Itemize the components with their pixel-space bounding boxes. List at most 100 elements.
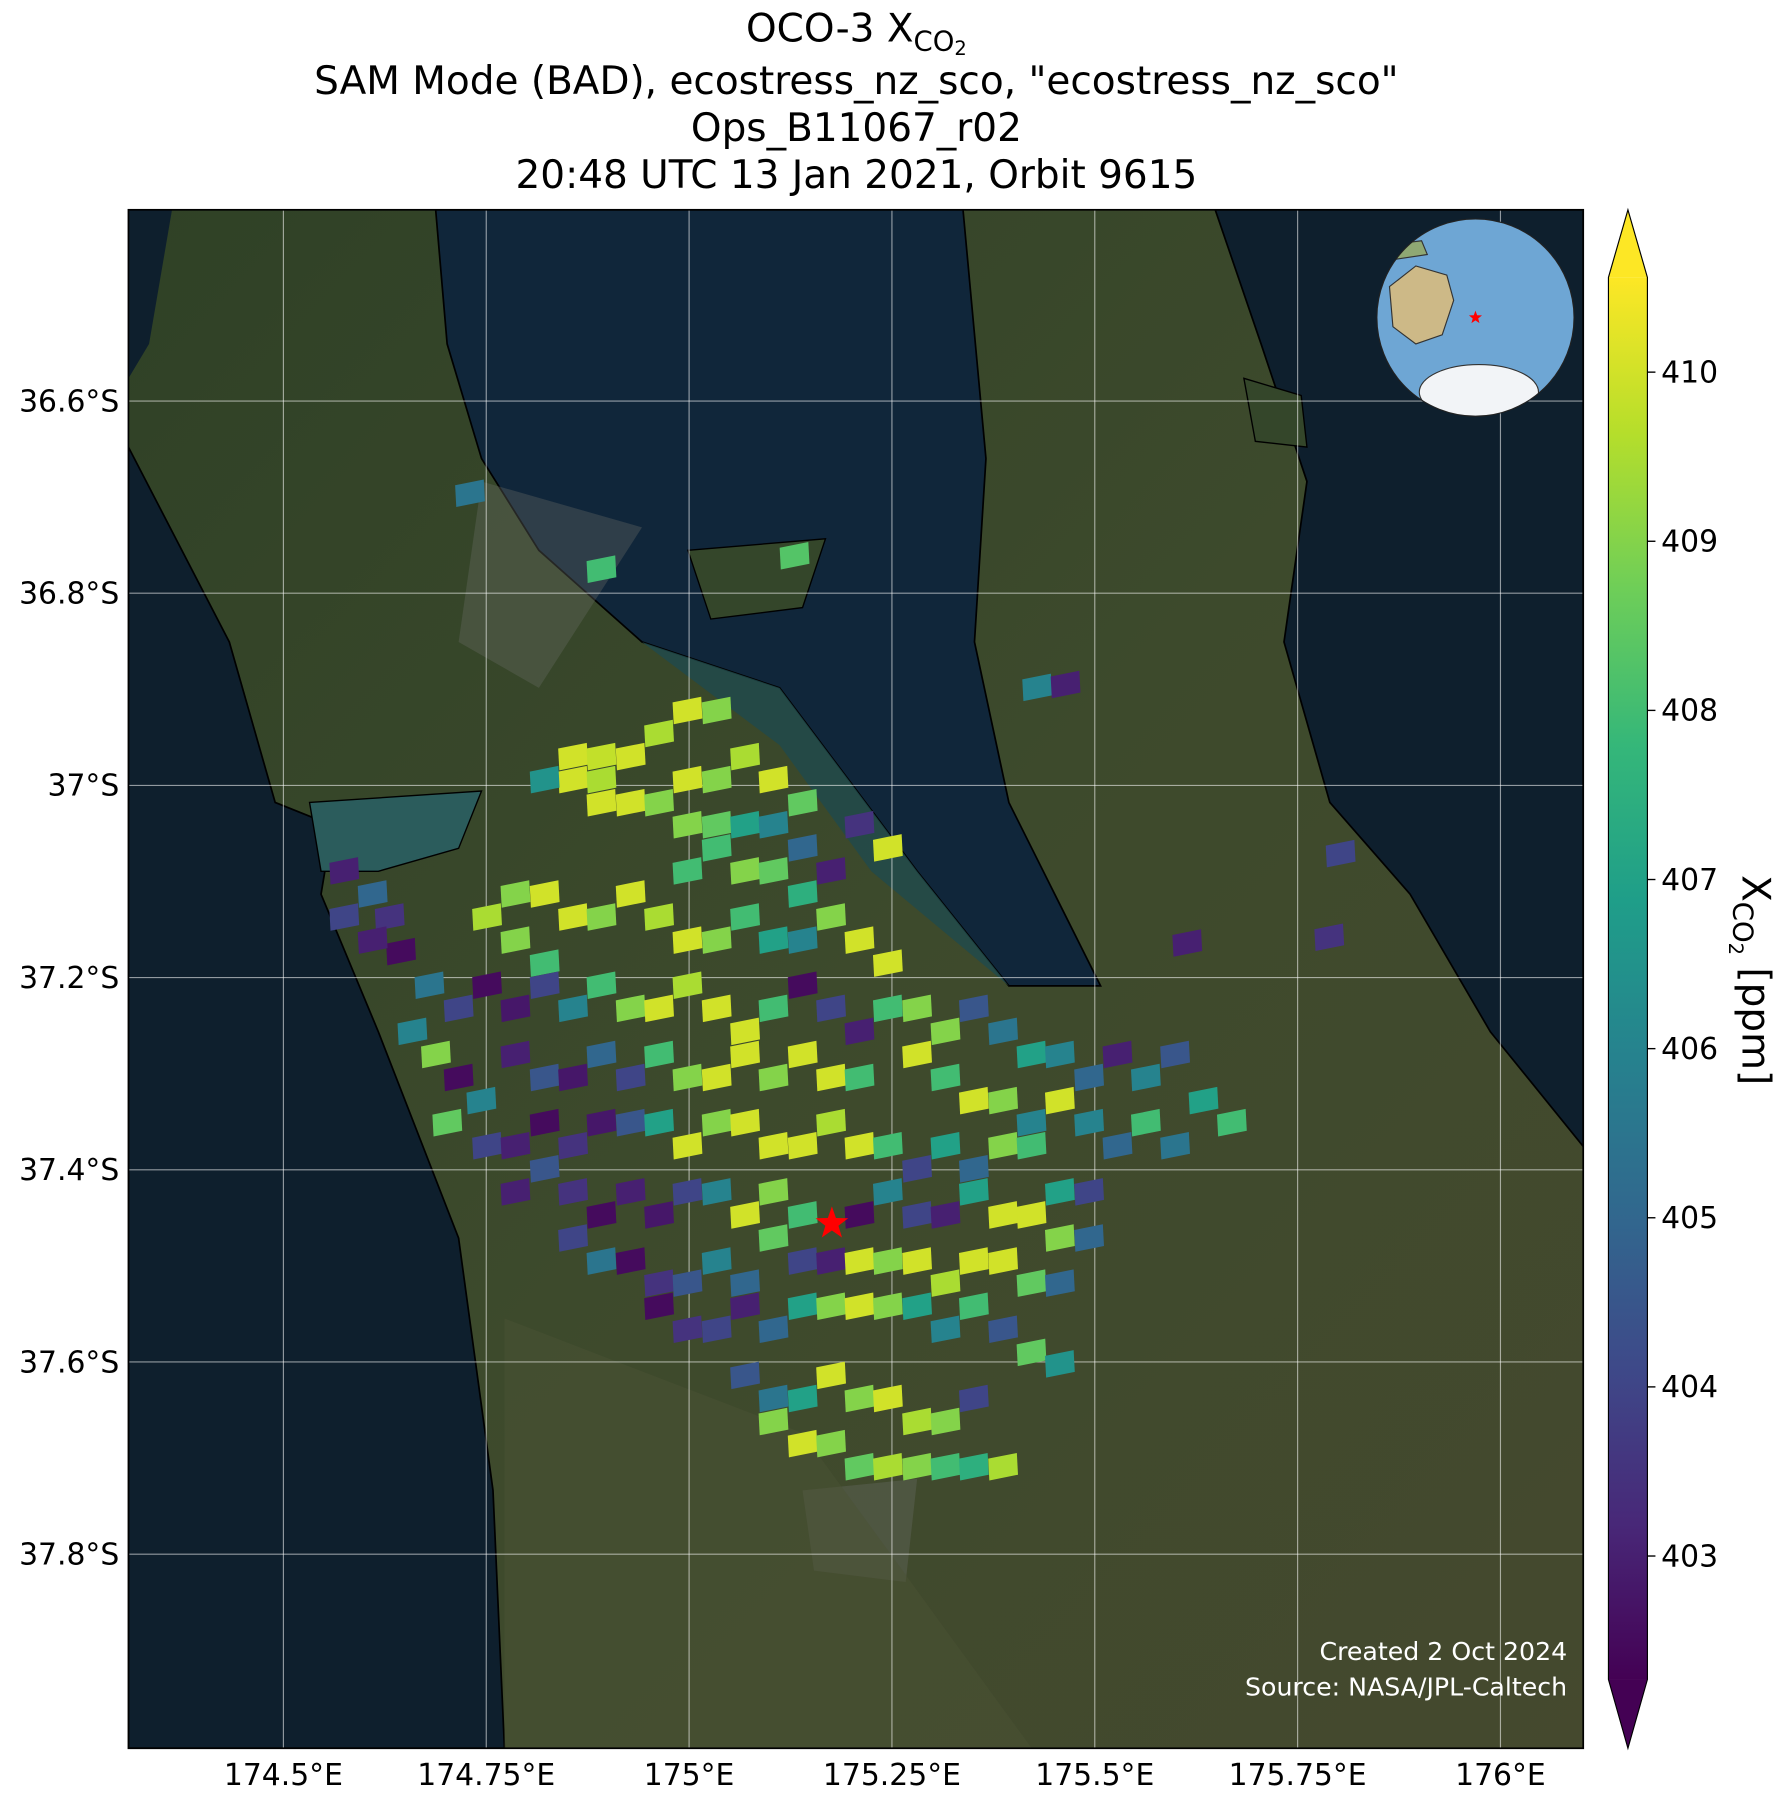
sounding xyxy=(672,926,703,954)
sounding xyxy=(500,1131,531,1160)
sounding xyxy=(644,903,674,931)
sounding xyxy=(930,1063,961,1092)
y-tick-label: 36.8°S xyxy=(19,577,119,612)
sounding xyxy=(758,1224,789,1252)
sounding xyxy=(701,696,732,725)
sounding xyxy=(902,1452,932,1481)
title-subsub: 2 xyxy=(954,37,966,60)
sounding xyxy=(374,903,405,931)
x-tick-label: 176°E xyxy=(1455,1758,1546,1793)
sounding xyxy=(787,1201,818,1229)
sounding xyxy=(1074,1178,1104,1206)
sounding xyxy=(730,1292,760,1320)
colorbar-tick-label: 407 xyxy=(1661,863,1718,898)
sounding xyxy=(902,994,932,1023)
sounding xyxy=(902,1292,932,1320)
sounding xyxy=(930,1131,961,1160)
sounding xyxy=(529,765,560,794)
sounding xyxy=(816,1292,846,1320)
sounding xyxy=(615,994,646,1023)
map-frame xyxy=(127,208,1585,1750)
sounding xyxy=(758,857,789,885)
x-tick-label: 175°E xyxy=(644,1758,735,1793)
sounding xyxy=(730,811,760,839)
title-sub: CO xyxy=(914,25,955,57)
colorbar-tick-label: 409 xyxy=(1661,525,1718,560)
sounding xyxy=(357,926,388,954)
sounding xyxy=(872,834,903,862)
sounding xyxy=(644,1040,674,1069)
sounding xyxy=(1016,1269,1047,1297)
sounding xyxy=(1314,923,1345,951)
sounding xyxy=(816,1063,846,1092)
sounding xyxy=(397,1017,428,1046)
sounding xyxy=(988,1131,1018,1160)
sounding xyxy=(1016,1040,1047,1069)
colorbar-label-sub: CO xyxy=(1726,902,1758,943)
sounding xyxy=(730,1017,760,1046)
y-tick-label: 37.8°S xyxy=(19,1537,119,1572)
sounding xyxy=(586,903,617,931)
sounding xyxy=(357,880,388,908)
sounding xyxy=(902,1201,932,1229)
sounding xyxy=(586,1108,617,1137)
sounding xyxy=(958,1178,989,1206)
sounding xyxy=(787,880,818,908)
sounding xyxy=(701,994,732,1023)
colorbar-tick-label: 405 xyxy=(1661,1201,1718,1236)
sounding xyxy=(958,1384,989,1413)
subtitle-line: Ops_B11067_r02 xyxy=(691,106,1022,151)
sounding xyxy=(672,696,703,725)
sounding xyxy=(443,1063,474,1092)
sounding xyxy=(558,994,588,1023)
y-tick-label: 37.6°S xyxy=(19,1345,119,1380)
sounding xyxy=(988,1017,1018,1046)
sounding xyxy=(930,1201,961,1229)
tasman-sea xyxy=(128,446,506,1749)
sounding xyxy=(500,880,531,908)
urban-area xyxy=(458,481,643,688)
footnote: Source: NASA/JPL-Caltech xyxy=(1245,1673,1567,1702)
colorbar-label: XCO2 [ppm] xyxy=(1724,875,1777,1085)
title-main: OCO-3 X xyxy=(746,6,914,51)
sounding xyxy=(472,903,502,931)
sounding xyxy=(1016,1108,1047,1137)
sounding xyxy=(1130,1108,1161,1137)
sounding xyxy=(529,880,560,908)
sounding xyxy=(1044,1350,1075,1378)
sounding xyxy=(644,719,674,748)
sounding xyxy=(500,1178,531,1206)
sounding xyxy=(529,1108,560,1137)
soundings xyxy=(329,479,1356,1481)
sounding xyxy=(672,857,703,885)
australia xyxy=(1388,265,1455,345)
sounding xyxy=(529,971,560,1000)
sounding xyxy=(500,1040,531,1069)
sounding xyxy=(958,1452,989,1481)
sounding xyxy=(1016,1131,1047,1160)
sounding xyxy=(1102,1131,1133,1160)
sounding xyxy=(787,1131,818,1160)
sounding xyxy=(930,1315,961,1344)
sounding xyxy=(1016,1201,1047,1229)
colorbar-gradient xyxy=(1608,277,1648,1680)
sounding xyxy=(787,1292,818,1320)
colorbar: 403 404 405 406 407 408 409 410 xyxy=(1607,207,1718,1751)
sounding xyxy=(615,742,646,771)
sounding xyxy=(816,857,846,885)
antarctica xyxy=(1418,363,1540,417)
sounding xyxy=(988,1201,1018,1229)
target-star xyxy=(815,1206,849,1238)
sounding xyxy=(787,926,818,954)
sounding xyxy=(758,994,789,1023)
sounding xyxy=(758,1178,789,1206)
sounding xyxy=(1044,1040,1075,1069)
sounding xyxy=(443,994,474,1023)
sounding xyxy=(432,1108,463,1137)
sounding xyxy=(1044,1224,1075,1252)
sounding xyxy=(958,1292,989,1320)
sounding xyxy=(644,994,674,1023)
sounding xyxy=(558,1063,588,1092)
sounding xyxy=(329,903,360,931)
colorbar-label-main: X xyxy=(1733,875,1777,902)
